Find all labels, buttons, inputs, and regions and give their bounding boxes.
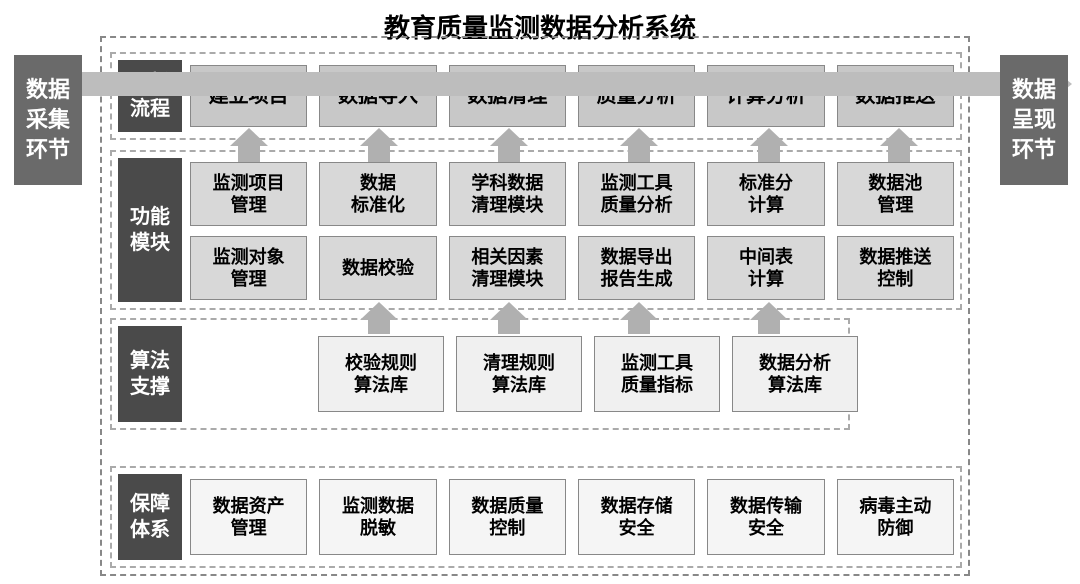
row-func: 功能模块 监测项目管理 数据标准化 学科数据清理模块 监测工具质量分析 标准分计… — [110, 150, 962, 310]
side-right-block: 数据呈现环节 — [1000, 55, 1068, 185]
func-bot-1: 数据校验 — [319, 236, 436, 300]
side-left-block: 数据采集环节 — [14, 55, 82, 185]
up-arrow-icon — [758, 318, 780, 334]
func-top-1: 数据标准化 — [319, 162, 436, 226]
flow-arrow-bar — [82, 72, 1042, 96]
func-top-4: 标准分计算 — [707, 162, 824, 226]
up-arrow-icon — [628, 318, 650, 334]
func-bot-4: 中间表计算 — [707, 236, 824, 300]
safe-box-5: 病毒主动防御 — [837, 479, 954, 555]
algo-box-3: 数据分析算法库 — [732, 336, 858, 412]
row-safe-boxes: 数据资产管理 监测数据脱敏 数据质量控制 数据存储安全 数据传输安全 病毒主动防… — [190, 474, 954, 560]
row-safe: 保障体系 数据资产管理 监测数据脱敏 数据质量控制 数据存储安全 数据传输安全 … — [110, 466, 962, 568]
row-flow: 分析流程 建立项目 数据导入 数据清理 质量分析 计算分析 数据推送 — [110, 52, 962, 140]
func-bot-2: 相关因素清理模块 — [449, 236, 566, 300]
row-algo-boxes: 校验规则算法库 清理规则算法库 监测工具质量指标 数据分析算法库 — [318, 326, 858, 422]
up-arrow-icon — [628, 144, 650, 162]
up-arrow-icon — [498, 318, 520, 334]
func-top-5: 数据池管理 — [837, 162, 954, 226]
row-algo-label: 算法支撑 — [118, 326, 182, 422]
up-arrow-icon — [758, 144, 780, 162]
row-func-boxes: 监测项目管理 数据标准化 学科数据清理模块 监测工具质量分析 标准分计算 数据池… — [190, 158, 954, 302]
func-top-3: 监测工具质量分析 — [578, 162, 695, 226]
row-func-label: 功能模块 — [118, 158, 182, 302]
func-top-2: 学科数据清理模块 — [449, 162, 566, 226]
up-arrow-icon — [888, 144, 910, 162]
func-bot-5: 数据推送控制 — [837, 236, 954, 300]
main-outer-border: 分析流程 建立项目 数据导入 数据清理 质量分析 计算分析 数据推送 功能模块 … — [100, 36, 970, 576]
up-arrow-icon — [498, 144, 520, 162]
safe-box-2: 数据质量控制 — [449, 479, 566, 555]
up-arrow-icon — [238, 144, 260, 162]
row-algo: 算法支撑 校验规则算法库 清理规则算法库 监测工具质量指标 数据分析算法库 — [110, 318, 850, 430]
func-bot-0: 监测对象管理 — [190, 236, 307, 300]
up-arrow-icon — [368, 318, 390, 334]
row-flow-boxes: 建立项目 数据导入 数据清理 质量分析 计算分析 数据推送 — [190, 60, 954, 132]
algo-box-2: 监测工具质量指标 — [594, 336, 720, 412]
safe-box-3: 数据存储安全 — [578, 479, 695, 555]
row-safe-label: 保障体系 — [118, 474, 182, 560]
diagram-root: 数据采集环节 数据呈现环节 教育质量监测数据分析系统 分析流程 建立项目 数据导… — [0, 0, 1080, 584]
algo-box-1: 清理规则算法库 — [456, 336, 582, 412]
safe-box-4: 数据传输安全 — [707, 479, 824, 555]
safe-box-0: 数据资产管理 — [190, 479, 307, 555]
safe-box-1: 监测数据脱敏 — [319, 479, 436, 555]
func-top-0: 监测项目管理 — [190, 162, 307, 226]
row-flow-label: 分析流程 — [118, 60, 182, 132]
up-arrow-icon — [368, 144, 390, 162]
func-bot-3: 数据导出报告生成 — [578, 236, 695, 300]
algo-box-0: 校验规则算法库 — [318, 336, 444, 412]
